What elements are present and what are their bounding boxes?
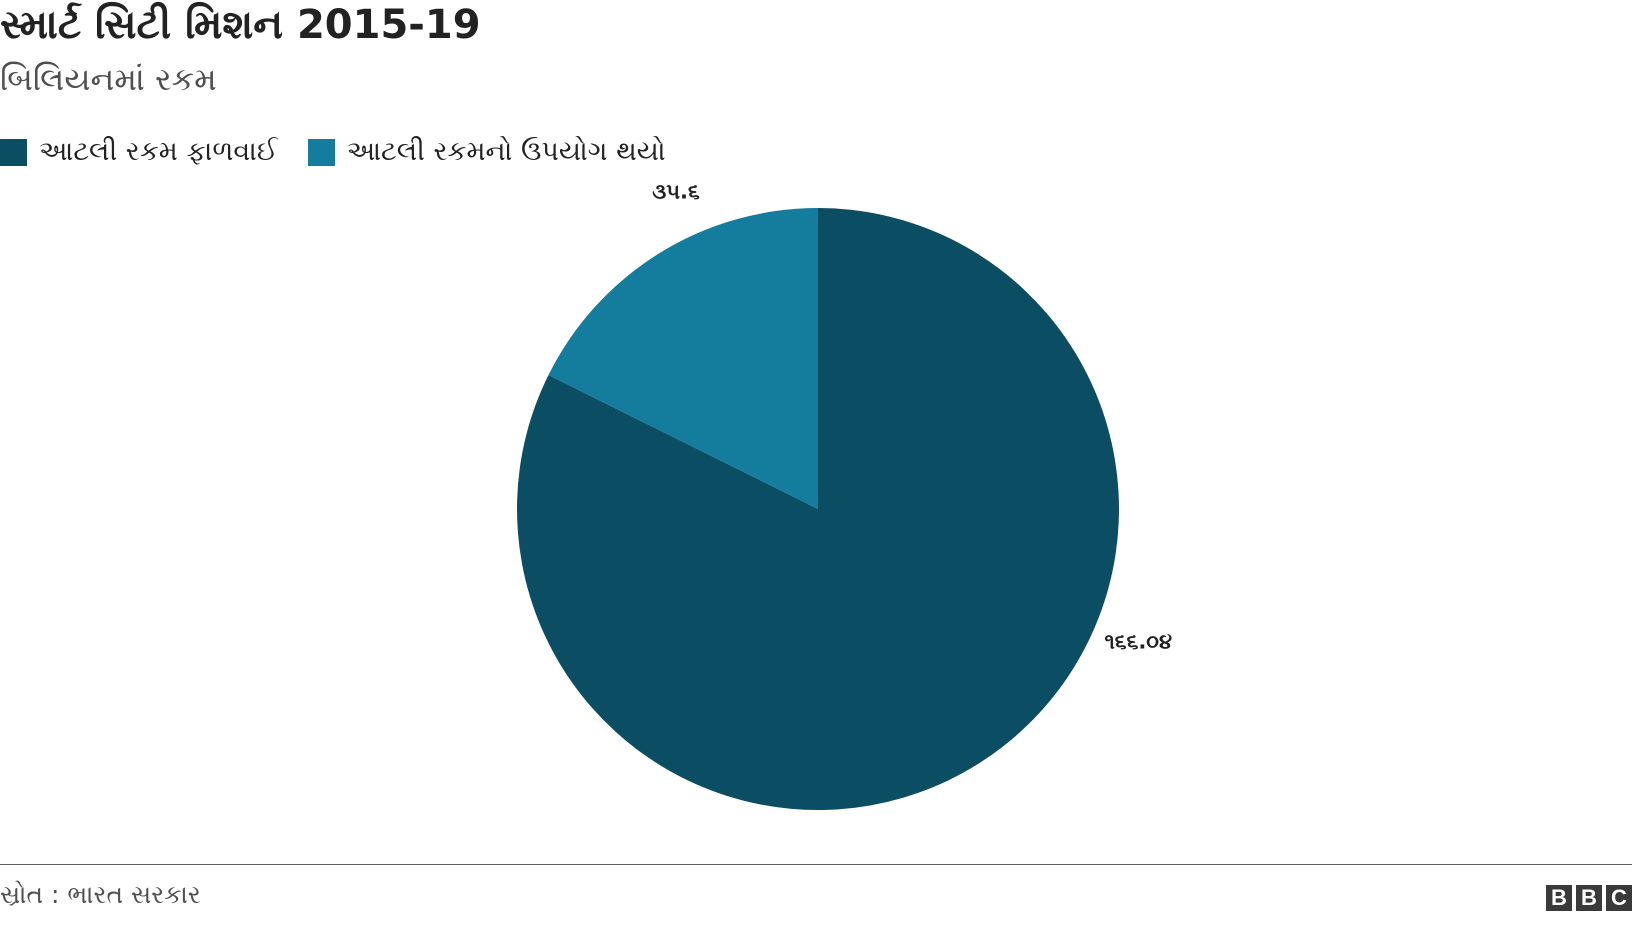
legend-label-allocated: આટલી રકમ ફાળવાઈ xyxy=(39,136,278,167)
pie-chart: ૧૬૬.૦૪ ૩૫.૬ xyxy=(516,179,1172,810)
chart-title: સ્માર્ટ સિટી મિશન 2015-19 xyxy=(0,2,481,48)
chart-subtitle: બિલિયનમાં રકમ xyxy=(0,60,217,98)
pie-data-label-1: ૩૫.૬ xyxy=(652,179,700,203)
legend-label-used: આટલી રકમનો ઉપયોગ થયો xyxy=(346,136,666,167)
pie-slice-1 xyxy=(548,208,818,509)
footer-divider xyxy=(0,864,1632,865)
legend-item-allocated: આટલી રકમ ફાળવાઈ xyxy=(0,136,278,168)
source-text: સ્રોત : ભારત સરકાર xyxy=(0,880,201,909)
bbc-logo-letter: B xyxy=(1576,885,1602,911)
legend-item-used: આટલી રકમનો ઉપયોગ થયો xyxy=(307,136,666,168)
legend-swatch-used xyxy=(307,138,335,166)
bbc-logo-letter: C xyxy=(1606,885,1632,911)
bbc-logo: B B C xyxy=(1542,885,1632,911)
legend-swatch-allocated xyxy=(0,138,27,166)
legend: આટલી રકમ ફાળવાઈ આટલી રકમનો ઉપયોગ થયો xyxy=(0,136,696,168)
bbc-logo-letter: B xyxy=(1546,885,1572,911)
pie-data-label-0: ૧૬૬.૦૪ xyxy=(1105,630,1172,654)
